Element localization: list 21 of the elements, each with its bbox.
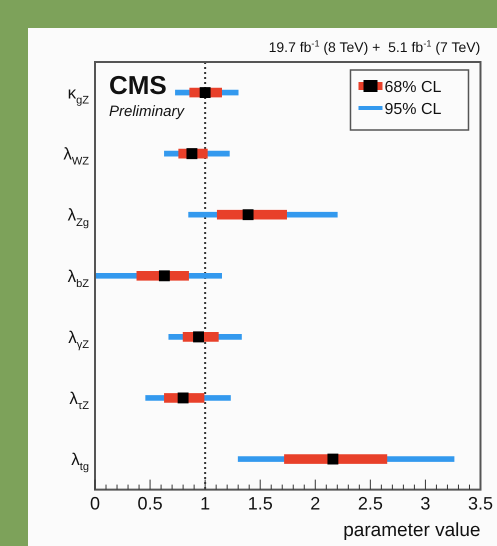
- x-tick-label: 2: [310, 493, 320, 514]
- point: [158, 270, 170, 282]
- legend-label: 68% CL: [384, 79, 442, 96]
- x-tick-label: 3: [420, 493, 430, 514]
- point: [242, 209, 254, 220]
- x-tick-label: 2.5: [358, 493, 383, 514]
- x-tick-label: 0.5: [138, 493, 163, 514]
- bar: [284, 454, 388, 464]
- legend-label: 95% CL: [384, 101, 442, 118]
- x-tick-label: 1.5: [248, 493, 273, 514]
- point: [186, 148, 198, 160]
- x-tick-label: 0: [90, 493, 100, 514]
- annotation: Preliminary: [109, 103, 186, 120]
- x-tick-label: 3.5: [468, 493, 494, 514]
- x-axis-title: parameter value: [343, 520, 480, 541]
- annotation: CMS: [109, 70, 167, 100]
- x-tick-label: 1: [200, 493, 210, 514]
- point: [193, 331, 204, 342]
- point: [327, 454, 338, 465]
- point: [200, 87, 211, 98]
- point: [178, 392, 189, 404]
